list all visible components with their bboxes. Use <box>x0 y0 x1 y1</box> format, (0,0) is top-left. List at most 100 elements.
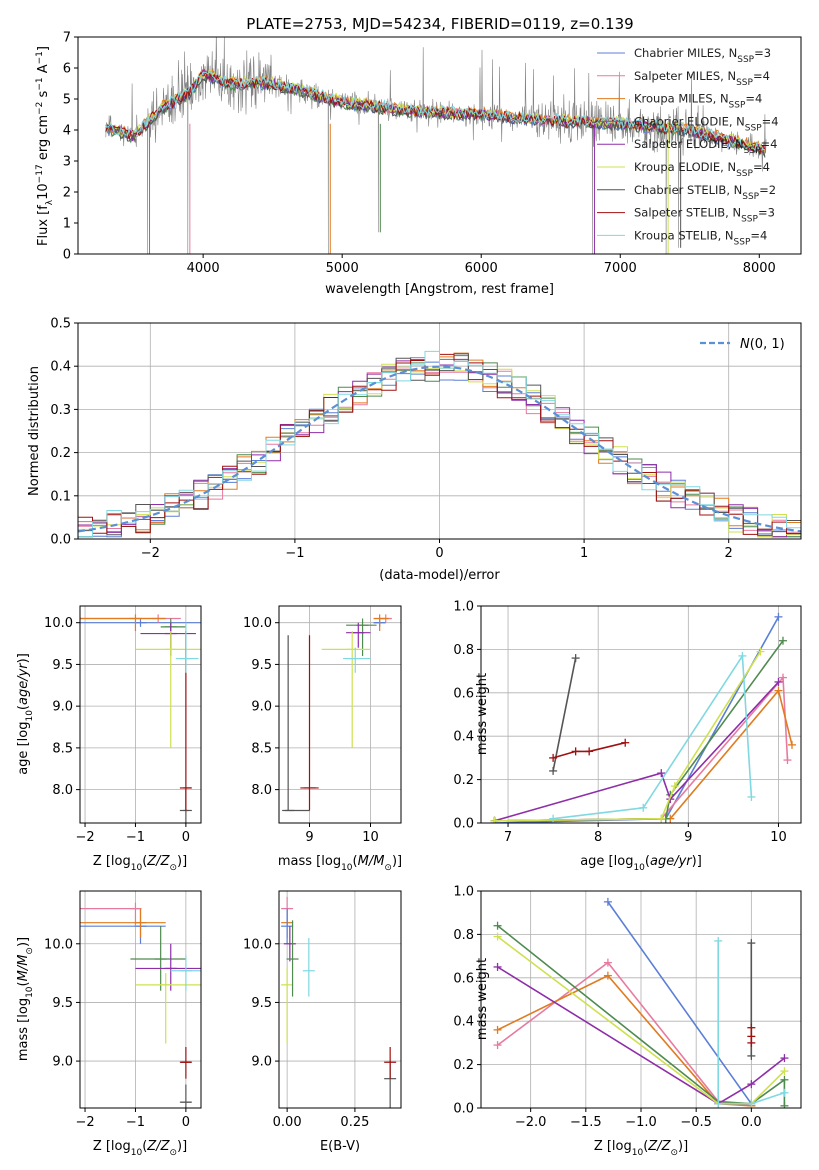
weight_vs_Z-marker <box>493 962 502 971</box>
residuals-ytick-label: 0.3 <box>50 403 71 418</box>
residuals-ytick-label: 0.4 <box>50 360 71 375</box>
age_vs_mass-frame: 9 10 8.0 8.5 9.0 9.5 10.0 <box>243 605 402 845</box>
weight_vs_Z-marker <box>493 1025 502 1034</box>
weight_vs_Z-series-kroupa-miles <box>497 974 752 1107</box>
residuals-plot-area <box>78 350 801 538</box>
weight_vs_Z-marker <box>747 1038 756 1047</box>
age_vs_mass-ytick-label: 10.0 <box>243 616 272 631</box>
mass_vs_Z-point-chabrier-elodie <box>130 926 186 991</box>
spectrum-frame: 4000 5000 6000 7000 8000 0 1 2 3 4 5 6 7 <box>63 31 802 276</box>
weight_vs_age-marker <box>549 814 558 823</box>
gaussian-curve <box>78 365 801 533</box>
mass_vs_ebv-point-kroupa-stelib <box>302 937 315 997</box>
weight_vs_Z-ytick-label: 0.0 <box>453 1102 474 1117</box>
mass_vs_Z-xtick-label: −2 <box>75 1115 94 1130</box>
mass_vs_Z-plot-area <box>80 902 201 1108</box>
age_vs_Z-ytick-label: 10.0 <box>44 616 73 631</box>
legend-label-chabrier-elodie: Chabrier ELODIE, NSSP=4 <box>634 114 779 133</box>
spectrum-ytick-label: 6 <box>63 62 71 77</box>
mass-vs-z-ylabel: mass [log10(M/M⊙)] <box>16 937 35 1061</box>
mass_vs_ebv-xtick-label: 0.00 <box>273 1115 302 1130</box>
weight_vs_age-ytick-label: 0.0 <box>453 817 474 832</box>
mass_vs_Z-xtick-label: 0 <box>182 1115 190 1130</box>
weight_vs_Z-ytick-label: 0.2 <box>453 1058 474 1073</box>
age-vs-mass-xlabel: mass [log10(M/M⊙)] <box>278 854 402 873</box>
weight_vs_age-marker <box>774 686 783 695</box>
spectrum-border <box>77 36 802 255</box>
residuals-ylabel: Normed distribution <box>27 366 42 496</box>
age_vs_mass-ytick-label: 8.5 <box>251 741 272 756</box>
spectrum-legend: Chabrier MILES, NSSP=3 Salpeter MILES, NS… <box>597 46 779 247</box>
residuals-xtick-label: 0 <box>435 546 443 561</box>
mass_vs_Z-point-salpeter-stelib <box>179 1047 192 1079</box>
age_vs_mass-point-chabrier-stelib <box>282 635 310 812</box>
weight_vs_Z-plot-area <box>493 897 789 1108</box>
mass_vs_Z-point-kroupa-miles <box>80 908 166 938</box>
weight_vs_Z-xtick-label: −2.0 <box>515 1115 547 1130</box>
weight_vs_Z-xtick-label: −1.0 <box>625 1115 657 1130</box>
legend-label-kroupa-miles: Kroupa MILES, NSSP=4 <box>634 92 762 111</box>
legend-label-salpeter-miles: Salpeter MILES, NSSP=4 <box>634 69 770 88</box>
weight_vs_age-series-salpeter-miles <box>494 675 789 822</box>
mass_vs_ebv-border <box>278 890 402 1109</box>
age_vs_mass-point-chabrier-elodie <box>346 618 377 657</box>
residuals-ytick-label: 0.5 <box>50 317 71 332</box>
mass-vs-z-xlabel: Z [log10(Z/Z⊙)] <box>93 1139 187 1158</box>
weight_vs_age-marker <box>787 740 796 749</box>
age_vs_mass-plot-area <box>282 614 392 812</box>
weight_vs_Z-marker <box>714 1099 723 1108</box>
residuals-xlabel: (data-model)/error <box>379 568 500 583</box>
weight_vs_age-marker <box>778 673 787 682</box>
weight_vs_age-ytick-label: 0.8 <box>453 643 474 658</box>
weight_vs_age-series-salpeter-stelib <box>552 741 626 759</box>
weight_vs_Z-marker <box>603 897 612 906</box>
mass_vs_Z-point-chabrier-stelib <box>179 1084 192 1108</box>
weight_vs_Z-marker <box>780 1101 789 1108</box>
gaussian-legend-label: N(0, 1) <box>740 337 785 352</box>
weight_vs_Z-series-kroupa-stelib <box>717 940 785 1105</box>
mass_vs_ebv-point-kroupa-elodie <box>281 967 294 1044</box>
mass_vs_ebv-axes <box>279 891 401 1108</box>
weight_vs_age-marker <box>549 766 558 775</box>
weight_vs_age-series-chabrier-elodie <box>494 640 784 822</box>
weight_vs_Z-marker <box>747 1023 756 1032</box>
mass_vs_Z-axes <box>80 891 201 1108</box>
weight_vs_Z-xtick-label: 0.0 <box>741 1115 762 1130</box>
mass_vs_Z-ytick-label: 10.0 <box>44 937 73 952</box>
weight_vs_Z-axes <box>481 890 801 1109</box>
weight_vs_age-ytick-label: 0.2 <box>453 773 474 788</box>
legend-label-salpeter-elodie: Salpeter ELODIE, NSSP=4 <box>634 137 777 156</box>
age_vs_Z-ytick-label: 9.0 <box>52 700 73 715</box>
weight_vs_age-xtick-label: 9 <box>684 830 692 845</box>
age_vs_Z-border <box>79 605 202 824</box>
residuals-xtick-label: 2 <box>725 546 733 561</box>
weight_vs_age-marker <box>657 814 666 823</box>
weight_vs_Z-marker <box>747 1080 756 1089</box>
legend-label-chabrier-stelib: Chabrier STELIB, NSSP=2 <box>634 183 776 202</box>
mass_vs_Z-frame: −2 −1 0 9.0 9.5 10.0 <box>44 890 202 1130</box>
mass_vs_ebv-point-chabrier-miles <box>281 908 294 944</box>
weight_vs_Z-ytick-label: 0.6 <box>453 971 474 986</box>
weight_vs_Z-ytick-label: 0.8 <box>453 928 474 943</box>
age_vs_Z-point-chabrier-elodie <box>160 618 186 657</box>
spectrum-title: PLATE=2753, MJD=54234, FIBERID=0119, z=0… <box>246 15 633 33</box>
age_vs_mass-point-salpeter-stelib <box>300 635 319 811</box>
weight_vs_Z-marker <box>493 921 502 930</box>
weight_vs_Z-marker <box>780 1054 789 1063</box>
weight_vs_age-series-chabrier-stelib <box>552 657 577 772</box>
age_vs_mass-point-kroupa-miles <box>373 614 389 632</box>
weight-vs-age-ylabel: mass weight <box>475 673 490 755</box>
spectrum-plot-area <box>105 37 767 254</box>
spectrum-xlabel: wavelength [Angstrom, rest frame] <box>325 282 554 297</box>
weight_vs_Z-ytick-label: 1.0 <box>453 885 474 900</box>
spectrum-ytick-label: 4 <box>63 124 71 139</box>
age_vs_Z-xtick-label: −1 <box>126 830 145 845</box>
age_vs_Z-point-kroupa-miles <box>80 614 166 632</box>
mass_vs_Z-point-kroupa-stelib <box>170 955 201 991</box>
age_vs_mass-ytick-label: 9.5 <box>251 658 272 673</box>
weight_vs_age-axes <box>481 605 801 824</box>
residuals-ytick-label: 0.1 <box>50 489 71 504</box>
weight_vs_age-marker <box>774 677 783 686</box>
weight_vs_Z-frame: −2.0 −1.5 −1.0 −0.5 0.0 0.0 0.2 0.4 0.6 0.8 1.0 <box>453 885 802 1130</box>
spectrum-xtick-label: 6000 <box>465 261 498 276</box>
